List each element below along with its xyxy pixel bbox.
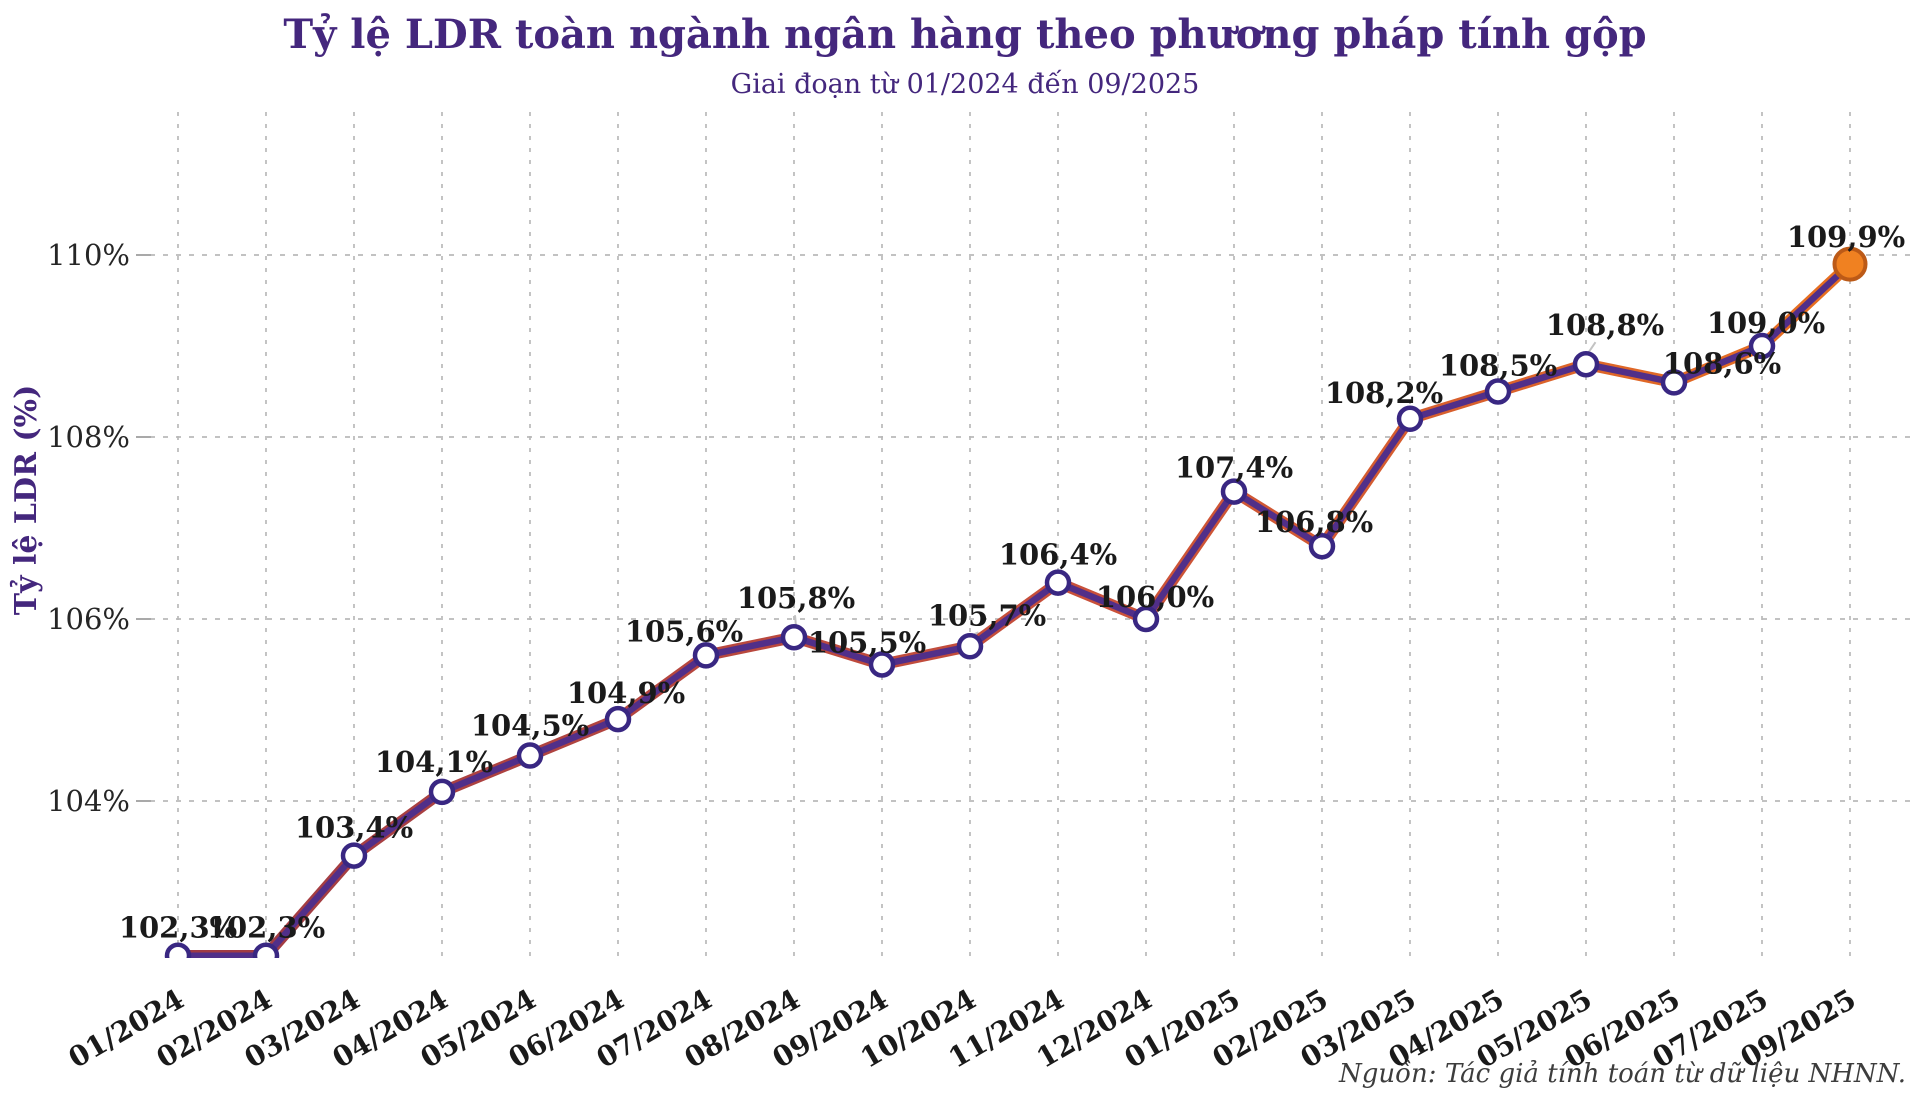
data-point-label: 102,3%	[119, 911, 237, 945]
data-point-label: 108,8%	[1546, 308, 1664, 342]
data-point-label: 108,6%	[1663, 346, 1781, 380]
y-tick-label: 104%	[47, 784, 130, 818]
data-point-marker	[1660, 369, 1688, 396]
data-point-label: 106,4%	[999, 538, 1117, 572]
data-point-label: 105,7%	[928, 598, 1046, 632]
data-point-label: 104,1%	[375, 745, 493, 779]
y-tick-label: 110%	[47, 238, 130, 272]
y-axis-labels: 104% 106% 108% 110%	[47, 238, 130, 818]
last-data-point-marker	[1832, 246, 1868, 282]
data-point-label: 106,8%	[1255, 505, 1373, 539]
data-point-marker	[428, 778, 456, 806]
ldr-line-series	[172, 258, 1856, 958]
data-point-label: 105,8%	[737, 581, 855, 615]
y-axis-title: Tỷ lệ LDR (%)	[9, 385, 44, 616]
chart-title: Tỷ lệ LDR toàn ngành ngân hàng theo phươ…	[283, 11, 1646, 58]
gridlines	[150, 112, 1912, 956]
data-point-marker	[164, 942, 192, 958]
data-point-label: 105,6%	[625, 614, 743, 648]
data-point-labels: 102,3%102,3% 103,4% 104,1%104,5%104,9% 105,…	[119, 220, 1905, 945]
data-point-marker	[1396, 405, 1424, 433]
data-point-marker	[1044, 569, 1072, 596]
data-point-marker	[252, 942, 280, 958]
data-point-label: 109,0%	[1707, 306, 1825, 340]
data-point-marker	[340, 842, 368, 869]
data-point-marker	[1572, 350, 1600, 378]
data-point-label: 104,5%	[471, 709, 589, 743]
label-leader-lines	[619, 341, 1597, 711]
data-point-label: 106,0%	[1096, 580, 1214, 614]
data-point-label: 108,5%	[1439, 349, 1557, 383]
line-core	[174, 260, 1854, 958]
data-point-marker	[1132, 605, 1160, 633]
data-point-label: 109,9%	[1787, 220, 1905, 254]
data-point-marker	[1748, 332, 1776, 360]
data-point-label: 102,3%	[207, 911, 325, 945]
data-point-label: 104,9%	[567, 676, 685, 710]
data-point-marker	[692, 642, 720, 669]
source-note: Nguồn: Tác giả tính toán từ dữ liệu NHNN…	[1338, 1059, 1906, 1089]
data-point-marker	[956, 633, 984, 660]
data-point-label: 108,2%	[1325, 376, 1443, 410]
chart-subtitle: Giai đoạn từ 01/2024 đến 09/2025	[731, 69, 1200, 100]
data-point-label: 103,4%	[295, 811, 413, 845]
data-point-marker	[780, 623, 808, 651]
data-point-marker	[1220, 478, 1248, 505]
data-point-label: 105,5%	[808, 626, 926, 660]
data-point-marker	[1484, 378, 1512, 405]
y-tick-label: 108%	[47, 420, 130, 454]
data-point-marker	[604, 705, 632, 733]
data-point-markers	[164, 246, 1868, 958]
data-point-marker	[868, 651, 896, 678]
data-point-marker	[516, 742, 544, 769]
data-point-marker	[1308, 532, 1336, 560]
y-tick-label: 106%	[47, 602, 130, 636]
data-point-label: 107,4%	[1175, 451, 1293, 485]
y-axis-ticks	[136, 254, 151, 802]
